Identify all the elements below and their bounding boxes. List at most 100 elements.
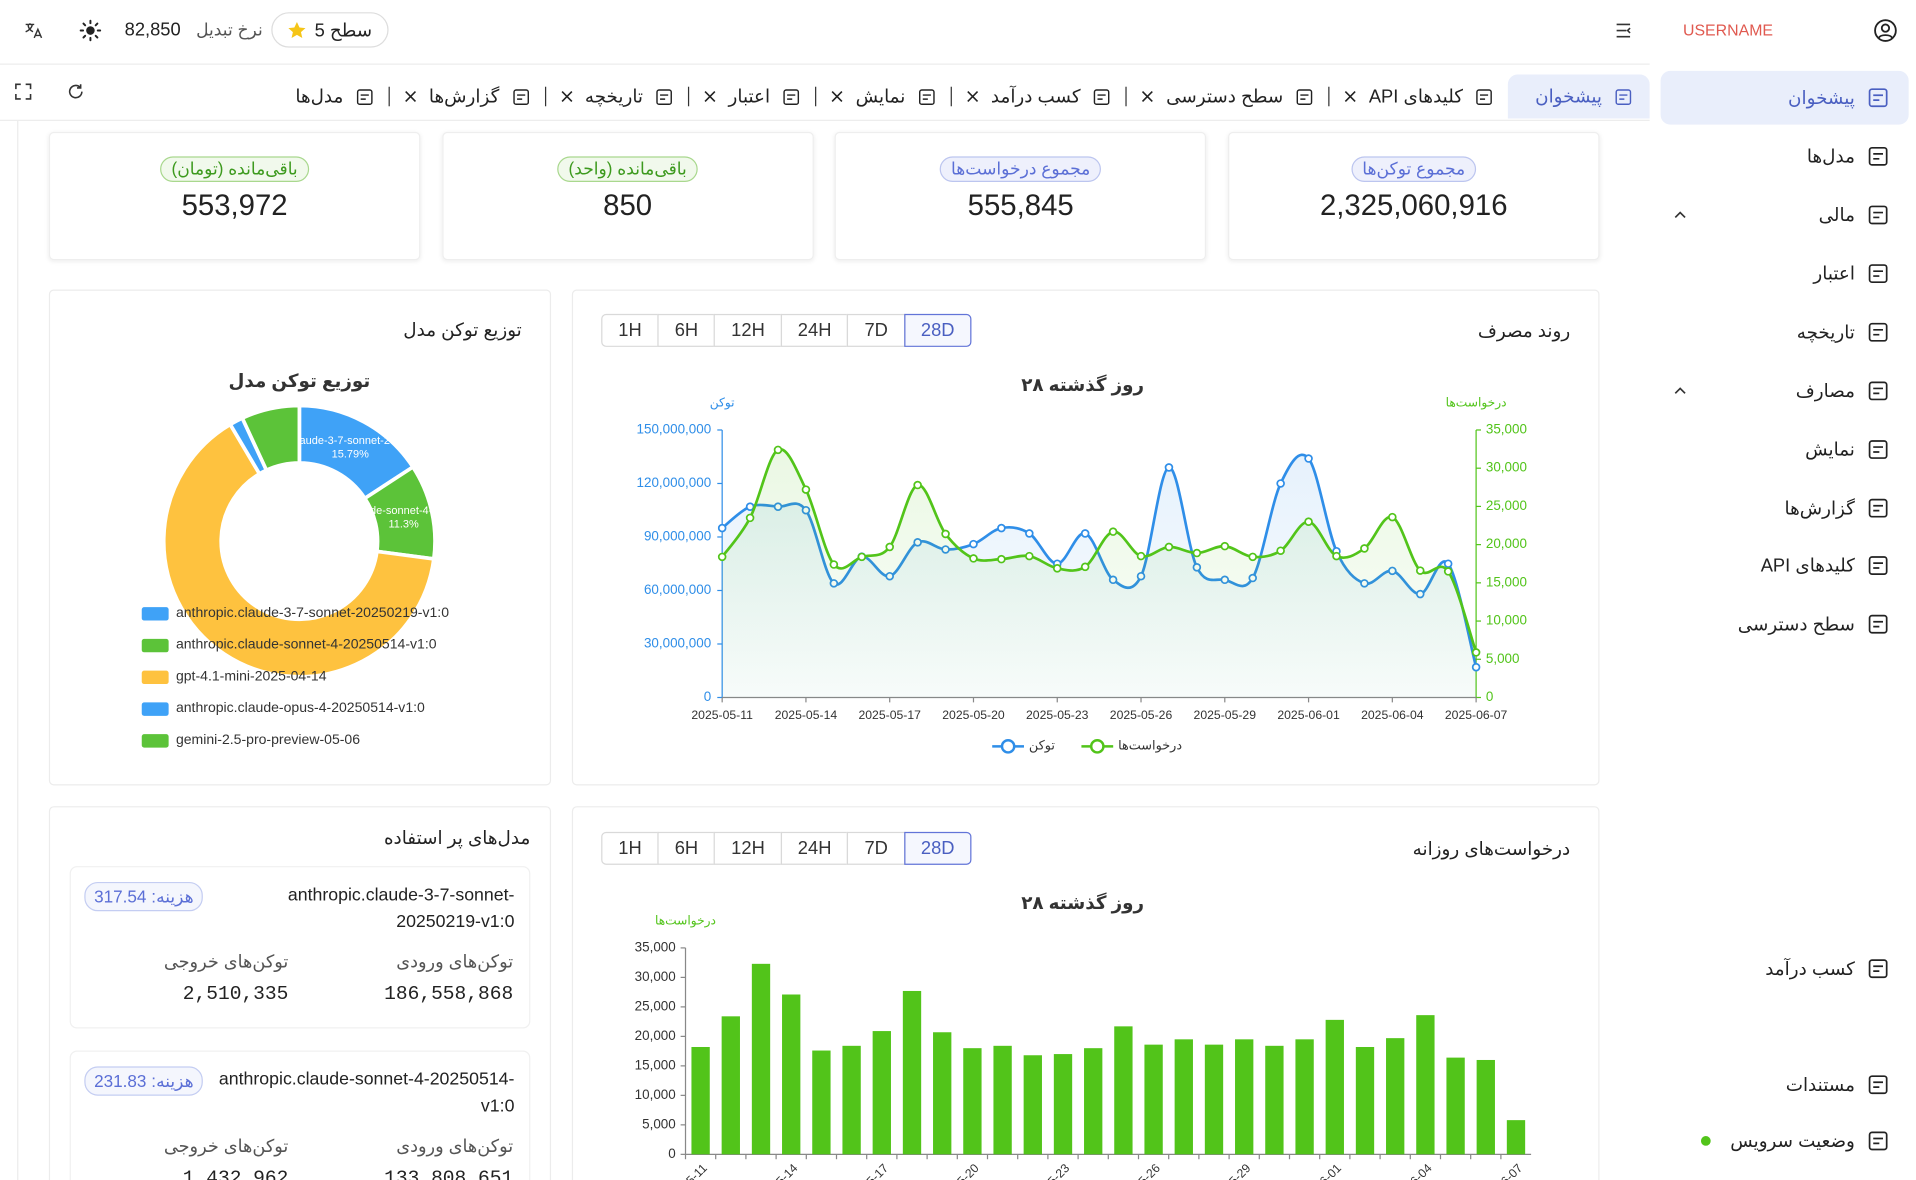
range-button[interactable]: 12H <box>714 313 782 347</box>
sidebar-label: کسب درآمد <box>1765 958 1855 980</box>
icon-shape <box>1868 1131 1888 1151</box>
stat-value: 850 <box>603 189 653 223</box>
sidebar-item[interactable]: اعتبار <box>1661 247 1909 301</box>
chevron[interactable] <box>1673 384 1688 399</box>
tab-icon <box>512 88 529 105</box>
range-button[interactable]: 12H <box>714 831 782 865</box>
icon-shape <box>1873 620 1884 628</box>
sidebar-item[interactable]: مالی <box>1661 188 1909 242</box>
icon-shape <box>1868 146 1888 166</box>
tab-close[interactable] <box>704 90 716 102</box>
sidebar-item[interactable]: گزارش‌ها <box>1661 481 1909 535</box>
tab[interactable]: تاریخچه <box>546 75 688 119</box>
tabs-border <box>0 119 1650 121</box>
chevron-shape <box>1674 387 1686 394</box>
theme-icon[interactable] <box>79 19 102 42</box>
chevron[interactable] <box>1673 208 1688 223</box>
tab[interactable]: اعتبار <box>689 75 815 119</box>
close-shape <box>561 91 572 102</box>
translate-icon[interactable] <box>23 21 43 41</box>
sidebar-item[interactable]: مستندات <box>1661 1058 1909 1112</box>
stat-label: مجموع درخواست‌ها <box>940 156 1102 183</box>
tab-close[interactable] <box>831 90 843 102</box>
range-button[interactable]: 6H <box>657 313 716 347</box>
icon-shape <box>356 88 373 105</box>
tabs: پیشخوان کلیدهای API سطح دسترسی کسب درآمد نما… <box>281 74 1650 119</box>
icon-shape <box>656 88 673 105</box>
sidebar-item[interactable]: سطح دسترسی <box>1661 597 1909 651</box>
icon-shape <box>1873 1137 1884 1145</box>
level-pill[interactable]: سطح 5 <box>271 12 389 48</box>
sidebar-item[interactable]: تاریخچه <box>1661 305 1909 359</box>
range-button[interactable]: 6H <box>657 831 716 865</box>
range-button[interactable]: 24H <box>780 313 849 347</box>
tab[interactable]: کلیدهای API <box>1330 75 1509 119</box>
tab[interactable]: پیشخوان <box>1508 74 1650 119</box>
menu-icon[interactable] <box>1614 22 1634 39</box>
tab-label: مدل‌ها <box>295 86 344 108</box>
tab-icon <box>1094 88 1110 105</box>
profile-icon[interactable] <box>1873 18 1897 42</box>
usage-panel: روند مصرف 1H 6H 12H 24H 7D 28D <box>571 289 1600 786</box>
icon-shape <box>1868 498 1888 518</box>
range-button[interactable]: 7D <box>847 831 905 865</box>
tab[interactable]: گزارش‌ها <box>390 75 545 119</box>
stat-label: مجموع توکن‌ها <box>1351 156 1477 183</box>
cost-value: 231.83 <box>94 1071 147 1091</box>
range-button[interactable]: 7D <box>847 313 905 347</box>
sidebar-item[interactable]: مدل‌ها <box>1661 129 1909 183</box>
tab-close[interactable] <box>404 90 417 102</box>
tab-close[interactable] <box>560 90 572 102</box>
tab-label: اعتبار <box>728 86 771 108</box>
model-stat: توکن‌های ورودی 133,808,651 <box>384 1137 513 1180</box>
username[interactable]: USERNAME <box>1682 20 1774 40</box>
icon-shape <box>1873 387 1884 395</box>
sidebar-item[interactable]: پیشخوان <box>1660 70 1909 125</box>
tab-close[interactable] <box>1142 90 1154 102</box>
panel-title: درخواست‌های روزانه <box>1412 839 1571 860</box>
sidebar-icon <box>1868 88 1888 108</box>
close-shape <box>405 91 417 102</box>
tab[interactable]: مدل‌ها <box>281 75 389 119</box>
tab-close[interactable] <box>966 90 979 102</box>
sidebar-icon <box>1868 614 1888 634</box>
icon-shape <box>1296 88 1313 105</box>
icon-shape <box>1873 328 1884 336</box>
refresh-icon[interactable] <box>67 83 84 100</box>
icon-shape <box>1873 153 1884 160</box>
tab[interactable]: کسب درآمد <box>952 75 1126 119</box>
range-button[interactable]: 28D <box>903 831 972 865</box>
sidebar-item[interactable]: وضعیت سرویس <box>1661 1114 1909 1168</box>
tab-close[interactable] <box>1344 90 1356 102</box>
icon-shape <box>360 93 369 100</box>
tab[interactable]: سطح دسترسی <box>1127 75 1328 119</box>
range-button[interactable]: 28D <box>903 313 972 347</box>
icon-shape <box>922 93 931 100</box>
icon-shape <box>1615 88 1632 105</box>
tab-label: گزارش‌ها <box>428 86 500 108</box>
stat-value: 555,845 <box>967 189 1074 223</box>
tab[interactable]: نمایش <box>817 75 951 119</box>
sidebar-icon <box>1868 264 1888 284</box>
tab-icon <box>656 88 673 105</box>
icon-shape <box>1097 93 1107 100</box>
header-border <box>0 63 1650 65</box>
model-cost: هزینه: 317.54 <box>84 881 204 912</box>
close-shape <box>704 91 716 102</box>
fullscreen-icon[interactable] <box>15 83 32 100</box>
panel-title: توزیع توکن مدل <box>403 320 522 341</box>
sidebar-icon <box>1868 440 1888 459</box>
sidebar-item[interactable]: نمایش <box>1661 423 1909 477</box>
sidebar-item[interactable]: کلیدهای API <box>1661 539 1909 593</box>
icon-shape <box>1868 959 1888 979</box>
stat-card: باقی‌مانده (واحد) 850 <box>441 131 814 261</box>
model-name: anthropic.claude-3-7-sonnet-20250219-v1:… <box>287 885 515 933</box>
icon-shape <box>660 93 669 100</box>
sidebar-item[interactable]: مصارف <box>1661 364 1909 418</box>
icon-shape <box>1873 504 1884 512</box>
range-button[interactable]: 24H <box>780 831 849 865</box>
range-button[interactable]: 1H <box>601 313 659 347</box>
range-buttons: 1H 6H 12H 24H 7D 28D <box>601 831 972 865</box>
range-button[interactable]: 1H <box>601 831 659 865</box>
sidebar-item[interactable]: کسب درآمد <box>1661 942 1909 996</box>
